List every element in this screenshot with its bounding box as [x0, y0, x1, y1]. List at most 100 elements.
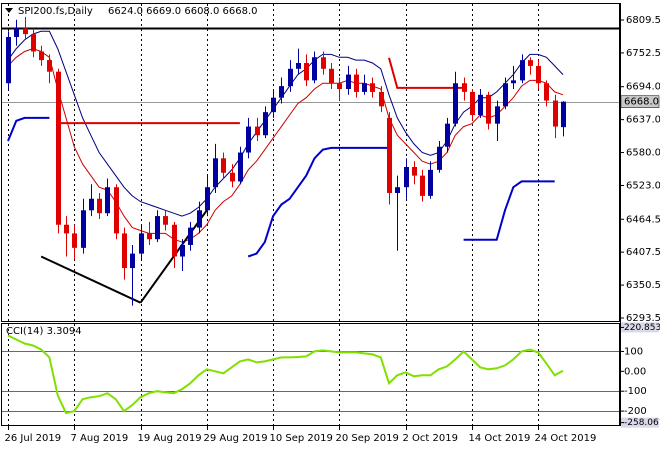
y-tick-label: 6407.5 — [626, 247, 660, 258]
candle-body — [105, 187, 110, 214]
candle-body — [503, 83, 508, 107]
candle-body — [271, 97, 276, 113]
indicator-title: CCI(14) 3.3094 — [6, 326, 82, 337]
candle-body — [238, 152, 243, 182]
candle-body — [420, 175, 425, 196]
candle-body — [279, 86, 284, 98]
candle-body — [114, 187, 119, 234]
candle-body — [246, 126, 251, 153]
y2-tick-label: 220.8537 — [624, 323, 660, 333]
y-tick-label: 6637.0 — [626, 115, 660, 126]
candle-body — [163, 216, 168, 225]
candle-body — [428, 169, 433, 196]
candle-body — [437, 146, 442, 170]
candle-body — [321, 57, 326, 69]
candle-body — [89, 198, 94, 211]
candle-body — [122, 233, 127, 269]
candle-body — [64, 224, 69, 234]
x-tick-label: 20 Sep 2019 — [336, 433, 399, 444]
candle-body — [155, 216, 160, 240]
candle-body — [462, 83, 467, 92]
candle-body — [346, 74, 351, 90]
y2-tick-box — [621, 417, 659, 428]
price-panel-frame — [1, 3, 620, 322]
candle-body — [312, 57, 317, 81]
candle-body — [23, 28, 28, 35]
cci-line — [7, 334, 564, 415]
candle-body — [255, 126, 260, 136]
candle-body — [387, 117, 392, 193]
y2-tick-label: 100 — [624, 346, 643, 357]
candle-body — [478, 94, 483, 116]
candle-body — [39, 51, 44, 61]
candle-body — [288, 68, 293, 87]
candle-body — [304, 63, 309, 81]
x-tick-label: 29 Aug 2019 — [204, 433, 268, 444]
candle-body — [205, 187, 210, 211]
candle-body — [6, 37, 11, 84]
candle-body — [528, 60, 533, 66]
candle-body — [97, 198, 102, 214]
candle-body — [197, 210, 202, 228]
candle-body — [379, 91, 384, 107]
y-tick-label: 6523.0 — [626, 180, 660, 191]
indicator-line — [7, 116, 555, 258]
y2-tick-label: -100 — [624, 386, 647, 397]
y-tick-label: 6293.5 — [626, 313, 660, 324]
candle-body — [536, 65, 541, 84]
candle-body — [296, 63, 301, 69]
y-tick-label: 6694.0 — [626, 82, 660, 93]
candle-body — [404, 166, 409, 188]
y-tick-label: 6580.0 — [626, 148, 660, 159]
candle-body — [139, 233, 144, 254]
y2-tick-label: 0.00 — [624, 366, 646, 377]
y-tick-label: 6350.5 — [626, 280, 660, 291]
candle-body — [14, 28, 19, 38]
candle-body — [81, 210, 86, 248]
x-tick-label: 7 Aug 2019 — [71, 433, 129, 444]
candle-body — [544, 83, 549, 101]
x-tick-label: 14 Oct 2019 — [469, 433, 531, 444]
y-tick-label: 6809.5 — [626, 15, 660, 26]
candle-body — [561, 101, 566, 128]
candle-body — [172, 224, 177, 257]
candle-body — [453, 83, 458, 124]
candle-body — [72, 233, 77, 248]
candle-body — [520, 60, 525, 81]
x-tick-label: 26 Jul 2019 — [5, 433, 62, 444]
y2-tick-label: -258.0618 — [624, 418, 660, 428]
candle-body — [470, 91, 475, 116]
candle-body — [486, 94, 491, 124]
candle-body — [47, 60, 52, 72]
ohlc-values: 6624.0 6669.0 6608.0 6668.0 — [108, 6, 258, 17]
candle-body — [56, 71, 61, 225]
candle-body — [495, 106, 500, 124]
candle-body — [263, 112, 268, 136]
candle-body — [329, 68, 334, 84]
y2-tick-box — [621, 322, 659, 333]
candle-body — [221, 158, 226, 173]
indicator-panel-frame — [1, 323, 620, 426]
candle-body — [180, 244, 185, 257]
trend-line — [40, 255, 141, 304]
chart-title: SPI200.fs,Daily — [18, 6, 93, 17]
y2-tick-label: -200 — [624, 406, 647, 417]
candle-body — [445, 123, 450, 147]
x-tick-label: 24 Oct 2019 — [535, 433, 597, 444]
x-tick-label: 2 Oct 2019 — [403, 433, 458, 444]
candle-body — [553, 100, 558, 127]
y-tick-label: 6752.5 — [626, 48, 660, 59]
candle-body — [130, 253, 135, 269]
candle-body — [337, 83, 342, 90]
candle-body — [362, 83, 367, 92]
candle-body — [354, 74, 359, 92]
candle-body — [31, 34, 36, 52]
last-price-label: 6668.0 — [624, 97, 659, 108]
indicator-line — [57, 57, 464, 125]
y-tick-label: 6464.5 — [626, 214, 660, 225]
candle-body — [511, 80, 516, 84]
candle-body — [188, 227, 193, 245]
candle-body — [370, 83, 375, 92]
